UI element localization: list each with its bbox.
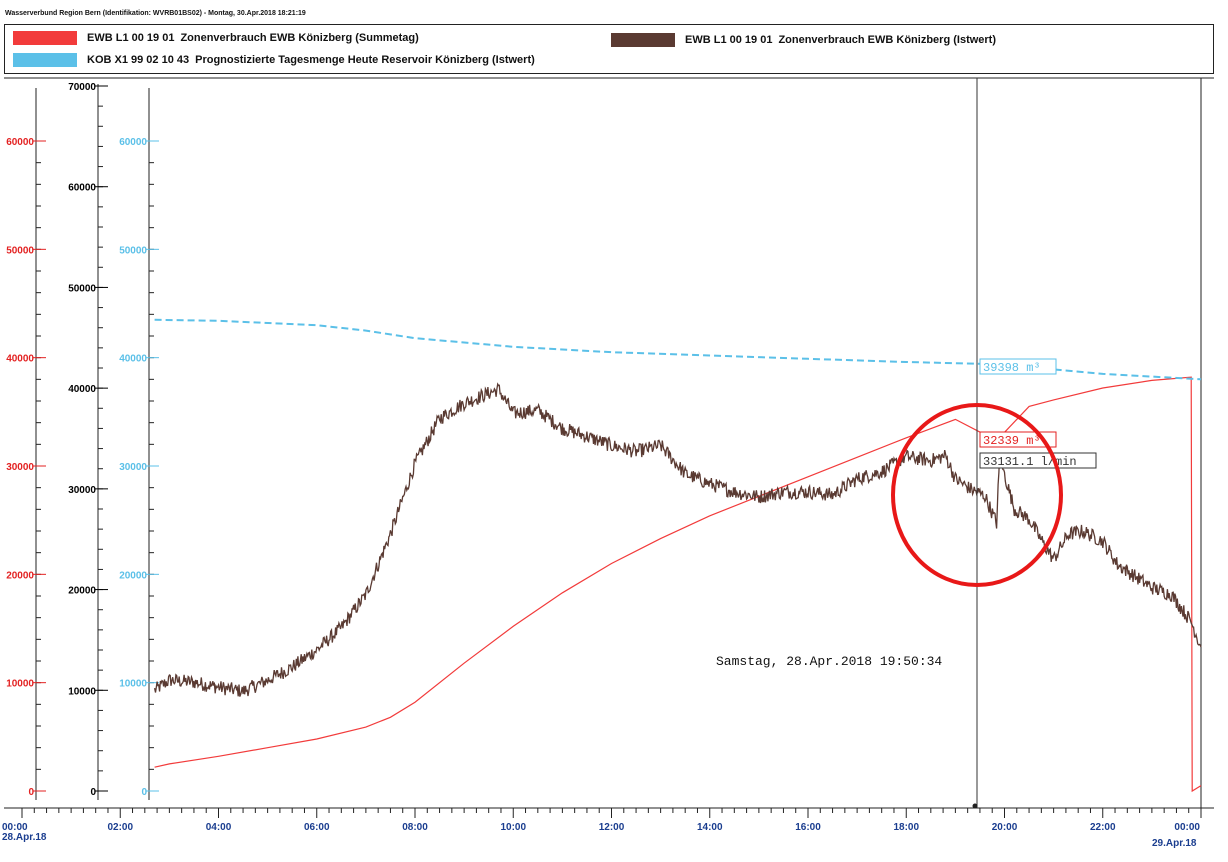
y-tick-label: 30000	[119, 462, 147, 473]
readout-istwert: 33131.1 l/min	[979, 452, 1097, 469]
y-tick-label: 20000	[119, 570, 147, 581]
cursor-timestamp: Samstag, 28.Apr.2018 19:50:34	[716, 654, 942, 669]
readout-prognose-text: 39398 m³	[983, 361, 1041, 375]
legend-label: Zonenverbrauch EWB Könizberg (Summetag)	[180, 32, 419, 44]
y-tick-label: 60000	[68, 183, 96, 194]
y-tick-label: 0	[28, 787, 34, 798]
page-header: Wasserverbund Region Bern (Identifikatio…	[5, 10, 306, 17]
readout-prognose: 39398 m³	[979, 358, 1057, 375]
x-tick-label: 14:00	[697, 822, 723, 833]
x-date-end: 29.Apr.18	[1152, 838, 1197, 849]
x-tick-label: 10:00	[500, 822, 526, 833]
series-0-line	[154, 376, 1202, 793]
y-tick-label: 30000	[68, 485, 96, 496]
legend-code: EWB L1 00 19 01	[685, 34, 773, 46]
series-1-line	[153, 382, 1202, 697]
y-tick-label: 30000	[6, 462, 34, 473]
x-tick-label: 00:00	[1174, 822, 1200, 833]
y-tick-label: 20000	[68, 586, 96, 597]
x-tick-label: 22:00	[1090, 822, 1116, 833]
legend: EWB L1 00 19 01 Zonenverbrauch EWB Köniz…	[4, 24, 1214, 74]
legend-code: EWB L1 00 19 01	[87, 32, 175, 44]
readout-summetag-text: 32339 m³	[983, 434, 1041, 448]
y-tick-label: 70000	[68, 82, 96, 93]
y-tick-label: 0	[141, 787, 147, 798]
annotation-circle	[891, 403, 1063, 587]
y-tick-label: 50000	[68, 283, 96, 294]
y-tick-label: 10000	[68, 686, 96, 697]
legend-item-istwert: EWB L1 00 19 01 Zonenverbrauch EWB Köniz…	[611, 33, 996, 47]
x-tick-label: 06:00	[304, 822, 330, 833]
y-axis-1: 0 10000 20000 30000 40000 50000 60000 70000	[68, 82, 108, 800]
y-tick-label: 0	[90, 787, 96, 798]
y-tick-label: 40000	[6, 354, 34, 365]
y-tick-label: 50000	[119, 245, 147, 256]
y-axis-0: 0 10000 20000 30000 40000 50000 60000	[6, 88, 46, 800]
legend-item-prognose: KOB X1 99 02 10 43 Prognostizierte Tages…	[13, 53, 535, 67]
y-tick-label: 60000	[119, 137, 147, 148]
readout-summetag: 32339 m³	[979, 431, 1057, 448]
cursor-marker	[972, 803, 978, 809]
x-tick-label: 08:00	[402, 822, 428, 833]
legend-swatch-red	[13, 31, 77, 45]
x-tick-label: 12:00	[599, 822, 625, 833]
y-tick-label: 50000	[6, 245, 34, 256]
x-tick-label: 16:00	[795, 822, 821, 833]
x-date-start: 28.Apr.18	[2, 832, 47, 843]
y-tick-label: 40000	[68, 384, 96, 395]
y-tick-label: 60000	[6, 137, 34, 148]
x-tick-label: 18:00	[893, 822, 919, 833]
x-tick-label: 00:00	[2, 822, 28, 833]
y-tick-label: 40000	[119, 354, 147, 365]
legend-label: Prognostizierte Tagesmenge Heute Reservo…	[195, 54, 535, 66]
y-axis-2: 0 10000 20000 30000 40000 50000 60000	[119, 88, 159, 800]
legend-swatch-brown	[611, 33, 675, 47]
x-tick-label: 02:00	[107, 822, 133, 833]
readout-istwert-text: 33131.1 l/min	[983, 455, 1077, 469]
legend-swatch-blue	[13, 53, 77, 67]
x-tick-label: 20:00	[992, 822, 1018, 833]
y-tick-label: 20000	[6, 570, 34, 581]
x-tick-label: 04:00	[206, 822, 232, 833]
legend-code: KOB X1 99 02 10 43	[87, 54, 190, 66]
legend-label: Zonenverbrauch EWB Könizberg (Istwert)	[778, 34, 997, 46]
y-tick-label: 10000	[119, 679, 147, 690]
legend-item-summetag: EWB L1 00 19 01 Zonenverbrauch EWB Köniz…	[13, 31, 419, 45]
y-tick-label: 10000	[6, 679, 34, 690]
